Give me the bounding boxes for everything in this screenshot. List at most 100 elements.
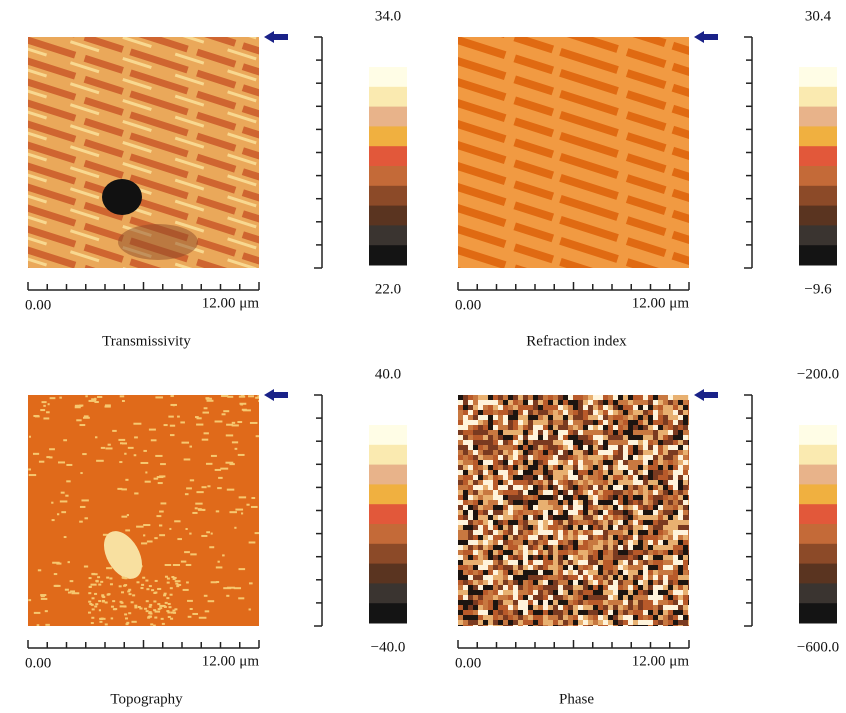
pixel xyxy=(513,615,518,620)
pixel xyxy=(658,520,663,525)
pixel xyxy=(618,600,623,605)
pixel xyxy=(598,540,603,545)
pixel xyxy=(608,405,613,410)
pixel xyxy=(658,565,663,570)
pixel xyxy=(468,585,473,590)
pixel xyxy=(643,580,648,585)
pixel xyxy=(558,410,563,415)
pixel xyxy=(548,490,553,495)
pixel xyxy=(503,605,508,610)
pixel xyxy=(618,550,623,555)
pixel xyxy=(658,430,663,435)
speck xyxy=(215,421,223,423)
pixel xyxy=(473,480,478,485)
pixel xyxy=(573,450,578,455)
pixel xyxy=(593,590,598,595)
pixel xyxy=(593,525,598,530)
pixel xyxy=(528,470,533,475)
pixel xyxy=(628,565,633,570)
pixel xyxy=(493,400,498,405)
pixel xyxy=(478,500,483,505)
pixel xyxy=(683,570,688,575)
pixel xyxy=(563,480,568,485)
pixel xyxy=(628,555,633,560)
speck xyxy=(186,564,191,566)
pixel xyxy=(633,565,638,570)
pixel xyxy=(518,440,523,445)
colorbar-segment xyxy=(799,564,837,584)
pixel xyxy=(673,505,678,510)
pixel xyxy=(498,550,503,555)
pixel xyxy=(678,605,683,610)
speck xyxy=(258,400,261,402)
pixel xyxy=(658,515,663,520)
pixel xyxy=(613,420,618,425)
pixel xyxy=(553,535,558,540)
pixel xyxy=(663,435,668,440)
pixel xyxy=(563,505,568,510)
speck xyxy=(80,472,82,474)
pixel xyxy=(473,460,478,465)
pixel xyxy=(488,475,493,480)
pixel xyxy=(458,620,463,625)
pixel xyxy=(673,450,678,455)
speck xyxy=(52,562,60,564)
pixel xyxy=(658,425,663,430)
pixel xyxy=(533,520,538,525)
pixel xyxy=(473,435,478,440)
pixel xyxy=(488,425,493,430)
pixel xyxy=(513,605,518,610)
pixel xyxy=(473,585,478,590)
pixel xyxy=(663,515,668,520)
pixel xyxy=(603,625,608,630)
pixel xyxy=(643,550,648,555)
pixel xyxy=(538,415,543,420)
pixel xyxy=(478,440,483,445)
pixel xyxy=(618,505,623,510)
pixel xyxy=(628,550,633,555)
pixel xyxy=(598,430,603,435)
pixel xyxy=(548,395,553,400)
pixel xyxy=(513,620,518,625)
pixel xyxy=(488,395,493,400)
pixel xyxy=(518,490,523,495)
pixel xyxy=(648,560,653,565)
pixel xyxy=(673,395,678,400)
pixel xyxy=(488,580,493,585)
pixel xyxy=(598,475,603,480)
pixel xyxy=(583,510,588,515)
colorbar-segment xyxy=(799,504,837,524)
pixel xyxy=(678,395,683,400)
pixel xyxy=(543,520,548,525)
pixel xyxy=(583,605,588,610)
pixel xyxy=(633,580,638,585)
pixel xyxy=(538,425,543,430)
pixel xyxy=(683,535,688,540)
pixel xyxy=(558,480,563,485)
pixel xyxy=(528,565,533,570)
pixel xyxy=(683,405,688,410)
pixel xyxy=(478,435,483,440)
pixel xyxy=(688,565,693,570)
pixel xyxy=(663,455,668,460)
pixel xyxy=(563,500,568,505)
pixel xyxy=(593,540,598,545)
pixel xyxy=(603,595,608,600)
pixel xyxy=(678,570,683,575)
pixel xyxy=(508,620,513,625)
speck xyxy=(234,527,236,529)
pixel xyxy=(543,505,548,510)
pixel xyxy=(463,435,468,440)
pixel xyxy=(463,560,468,565)
pixel xyxy=(483,460,488,465)
pixel xyxy=(683,525,688,530)
pixel xyxy=(653,525,658,530)
pixel xyxy=(603,615,608,620)
pixel xyxy=(623,505,628,510)
pixel xyxy=(533,585,538,590)
pixel xyxy=(583,470,588,475)
pixel xyxy=(523,625,528,630)
pixel xyxy=(613,555,618,560)
pixel xyxy=(478,480,483,485)
pixel xyxy=(643,415,648,420)
